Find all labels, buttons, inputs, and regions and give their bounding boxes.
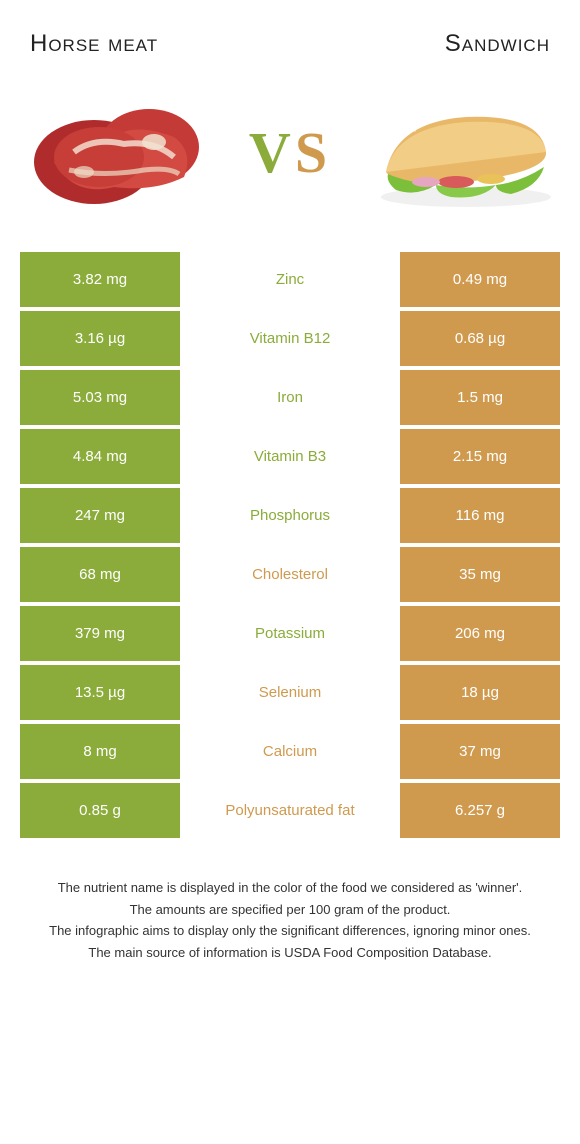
table-row: 3.82 mgZinc0.49 mg — [20, 252, 560, 307]
footer-line: The main source of information is USDA F… — [32, 943, 548, 963]
right-value-cell: 35 mg — [400, 547, 560, 602]
nutrient-label-cell: Calcium — [186, 724, 394, 779]
nutrient-label-cell: Potassium — [186, 606, 394, 661]
left-value-cell: 4.84 mg — [20, 429, 180, 484]
table-row: 0.85 gPolyunsaturated fat6.257 g — [20, 783, 560, 838]
right-value-cell: 206 mg — [400, 606, 560, 661]
right-value-cell: 1.5 mg — [400, 370, 560, 425]
left-value-cell: 8 mg — [20, 724, 180, 779]
table-row: 3.16 µgVitamin B120.68 µg — [20, 311, 560, 366]
table-row: 4.84 mgVitamin B32.15 mg — [20, 429, 560, 484]
nutrient-label-cell: Zinc — [186, 252, 394, 307]
table-row: 379 mgPotassium206 mg — [20, 606, 560, 661]
infographic-container: Horse meat Sandwich VS — [0, 0, 580, 994]
nutrient-label-cell: Polyunsaturated fat — [186, 783, 394, 838]
nutrient-label-cell: Phosphorus — [186, 488, 394, 543]
right-value-cell: 6.257 g — [400, 783, 560, 838]
footer-line: The infographic aims to display only the… — [32, 921, 548, 941]
nutrient-label-cell: Vitamin B3 — [186, 429, 394, 484]
right-food-title: Sandwich — [445, 30, 550, 58]
table-row: 13.5 µgSelenium18 µg — [20, 665, 560, 720]
right-value-cell: 18 µg — [400, 665, 560, 720]
right-value-cell: 2.15 mg — [400, 429, 560, 484]
vs-label: VS — [249, 119, 331, 186]
left-value-cell: 379 mg — [20, 606, 180, 661]
header-row: Horse meat Sandwich — [20, 30, 560, 82]
right-value-cell: 37 mg — [400, 724, 560, 779]
vs-row: VS — [20, 82, 560, 222]
left-value-cell: 68 mg — [20, 547, 180, 602]
footer-line: The nutrient name is displayed in the co… — [32, 878, 548, 898]
left-value-cell: 247 mg — [20, 488, 180, 543]
left-value-cell: 3.82 mg — [20, 252, 180, 307]
nutrient-label-cell: Iron — [186, 370, 394, 425]
sandwich-image — [366, 82, 556, 222]
nutrient-label-cell: Vitamin B12 — [186, 311, 394, 366]
footer-line: The amounts are specified per 100 gram o… — [32, 900, 548, 920]
left-value-cell: 0.85 g — [20, 783, 180, 838]
left-value-cell: 5.03 mg — [20, 370, 180, 425]
table-row: 8 mgCalcium37 mg — [20, 724, 560, 779]
nutrient-label-cell: Selenium — [186, 665, 394, 720]
left-value-cell: 3.16 µg — [20, 311, 180, 366]
footer-notes: The nutrient name is displayed in the co… — [20, 878, 560, 962]
right-value-cell: 116 mg — [400, 488, 560, 543]
right-value-cell: 0.49 mg — [400, 252, 560, 307]
right-value-cell: 0.68 µg — [400, 311, 560, 366]
table-row: 5.03 mgIron1.5 mg — [20, 370, 560, 425]
table-row: 68 mgCholesterol35 mg — [20, 547, 560, 602]
table-row: 247 mgPhosphorus116 mg — [20, 488, 560, 543]
nutrient-label-cell: Cholesterol — [186, 547, 394, 602]
left-food-title: Horse meat — [30, 30, 158, 58]
nutrient-table: 3.82 mgZinc0.49 mg3.16 µgVitamin B120.68… — [20, 252, 560, 838]
horse-meat-image — [24, 82, 214, 222]
left-value-cell: 13.5 µg — [20, 665, 180, 720]
